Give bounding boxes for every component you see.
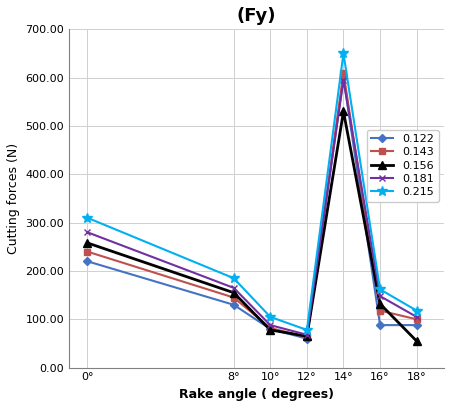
- 0.215: [304, 328, 309, 333]
- 0.156: [304, 334, 309, 339]
- 0.156: [267, 328, 273, 333]
- 0.181: [377, 294, 383, 299]
- 0.122: [414, 323, 419, 328]
- 0.156: [377, 302, 383, 306]
- 0.143: [231, 295, 236, 300]
- 0.181: [341, 78, 346, 82]
- 0.143: [85, 249, 90, 254]
- 0.156: [414, 339, 419, 344]
- Line: 0.122: 0.122: [85, 75, 419, 341]
- 0.122: [341, 75, 346, 80]
- Line: 0.181: 0.181: [84, 77, 420, 338]
- 0.215: [377, 287, 383, 292]
- 0.215: [267, 315, 273, 319]
- Legend: 0.122, 0.143, 0.156, 0.181, 0.215: 0.122, 0.143, 0.156, 0.181, 0.215: [367, 130, 438, 202]
- 0.156: [341, 109, 346, 114]
- 0.122: [231, 302, 236, 307]
- Line: 0.156: 0.156: [83, 107, 421, 345]
- 0.143: [341, 70, 346, 75]
- 0.143: [267, 326, 273, 330]
- Line: 0.143: 0.143: [85, 70, 419, 340]
- Title: (Fy): (Fy): [237, 7, 276, 25]
- 0.181: [414, 315, 419, 319]
- X-axis label: Rake angle ( degrees): Rake angle ( degrees): [179, 388, 334, 401]
- 0.143: [304, 335, 309, 339]
- 0.122: [267, 326, 273, 331]
- 0.181: [304, 333, 309, 337]
- 0.181: [85, 230, 90, 235]
- 0.143: [377, 308, 383, 313]
- Y-axis label: Cutting forces (N): Cutting forces (N): [7, 143, 20, 254]
- 0.143: [414, 317, 419, 322]
- 0.122: [85, 259, 90, 264]
- 0.181: [231, 286, 236, 290]
- 0.156: [85, 240, 90, 245]
- 0.215: [231, 276, 236, 281]
- 0.156: [231, 290, 236, 295]
- 0.215: [341, 51, 346, 56]
- Line: 0.215: 0.215: [83, 49, 422, 335]
- 0.122: [377, 323, 383, 328]
- 0.215: [414, 308, 419, 313]
- 0.215: [85, 215, 90, 220]
- 0.122: [304, 336, 309, 341]
- 0.181: [267, 323, 273, 328]
